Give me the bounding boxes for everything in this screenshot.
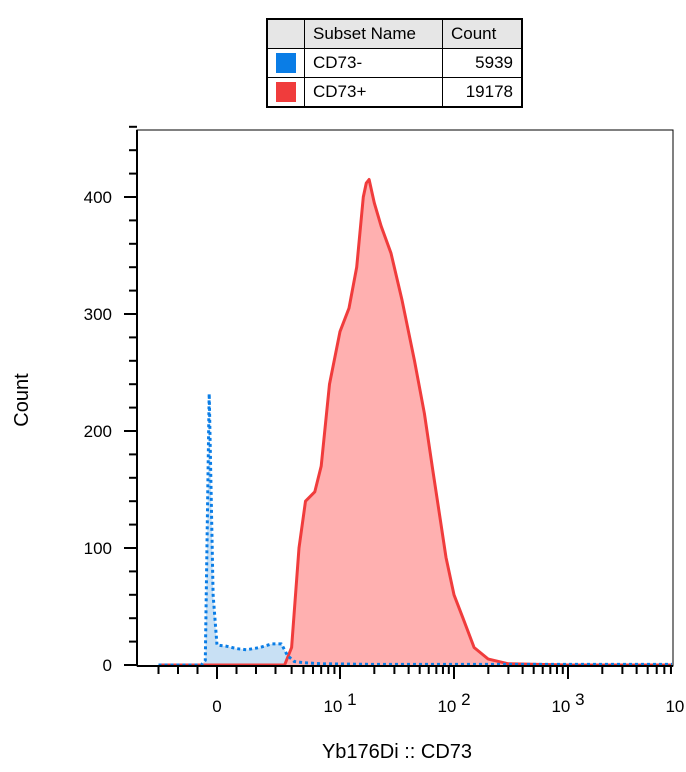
series-fill-cd73-neg <box>158 393 672 665</box>
legend-table: Subset Name Count CD73- 5939 CD73+ 19178 <box>266 18 523 108</box>
legend-name-cd73-pos: CD73+ <box>304 77 443 108</box>
legend-swatch-cd73-pos <box>276 82 296 103</box>
x-axis-ticks: 0 10 1 10 2 10 3 10 4 <box>157 666 686 716</box>
legend-row-cd73-neg: CD73- 5939 <box>266 48 523 78</box>
x-tick-label: 10 4 <box>665 690 686 716</box>
y-tick-label: 400 <box>84 188 112 207</box>
legend-swatch-cd73-neg <box>276 53 296 74</box>
x-tick-label: 0 <box>212 697 221 716</box>
x-tick-label: 10 1 <box>323 690 356 716</box>
y-tick-label: 300 <box>84 305 112 324</box>
legend-row-cd73-pos: CD73+ 19178 <box>266 77 523 108</box>
y-tick-label: 200 <box>84 422 112 441</box>
legend-count-cd73-neg: 5939 <box>442 48 523 78</box>
y-tick-label: 100 <box>84 539 112 558</box>
x-tick-label: 10 2 <box>437 690 470 716</box>
y-axis-title: Count <box>11 373 33 427</box>
legend-count-cd73-pos: 19178 <box>442 77 523 108</box>
legend-name-cd73-neg: CD73- <box>304 48 443 78</box>
legend-header-count: Count <box>442 18 523 49</box>
x-axis-title: Yb176Di :: CD73 <box>322 741 472 763</box>
series-fill-cd73-pos <box>158 179 672 665</box>
series-areas <box>158 178 672 667</box>
y-axis-ticks: 0 100 200 300 400 <box>84 125 137 675</box>
x-tick-label: 10 3 <box>551 690 584 716</box>
series-line-cd73-pos <box>158 178 672 667</box>
y-tick-label: 0 <box>103 656 112 675</box>
